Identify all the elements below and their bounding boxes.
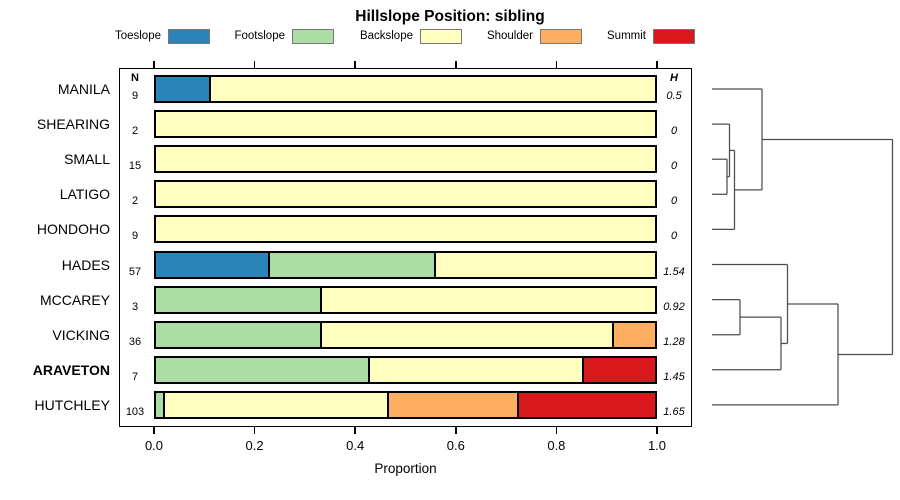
row-h-value: 0 <box>670 230 678 243</box>
bar-segment-backslope <box>322 287 655 312</box>
legend-label: Summit <box>607 30 646 42</box>
row-h-value: 0 <box>670 160 678 173</box>
bar-segment-backslope <box>211 77 655 101</box>
h-column-header: H <box>670 72 678 84</box>
bar-segment-toeslope <box>156 77 212 101</box>
stacked-bar <box>154 285 657 314</box>
axis-tick-bottom <box>354 427 356 434</box>
bar-segment-backslope <box>165 392 389 417</box>
bar-segment-backslope <box>156 182 655 207</box>
axis-tick-label: 0.8 <box>547 438 566 453</box>
legend-label: Backslope <box>359 30 413 42</box>
axis-tick-bottom <box>555 427 558 434</box>
row-n-value: 2 <box>131 195 139 208</box>
row-n-value: 103 <box>125 405 145 418</box>
bar-segment-footslope <box>156 392 166 417</box>
row-h-value: 1.54 <box>663 265 685 278</box>
plot-area <box>119 68 692 427</box>
bar-segment-backslope <box>156 217 655 242</box>
row-label: VICKING <box>52 326 110 343</box>
bar-segment-footslope <box>156 287 323 312</box>
row-n-value: 7 <box>131 370 139 383</box>
bar-segment-summit <box>583 357 655 382</box>
x-axis-title: Proportion <box>374 461 437 476</box>
legend-swatch <box>168 29 210 44</box>
n-column-header: N <box>131 72 139 84</box>
bar-segment-shoulder <box>613 322 655 347</box>
row-h-value: 0 <box>670 195 678 208</box>
chart-title: Hillslope Position: sibling <box>355 8 545 25</box>
bar-segment-backslope <box>156 112 655 137</box>
row-label: HADES <box>61 256 110 273</box>
row-label: SMALL <box>64 151 110 168</box>
stacked-bar <box>154 145 657 174</box>
row-label: ARAVETON <box>32 361 110 378</box>
row-h-value: 1.65 <box>663 405 685 418</box>
bar-segment-summit <box>519 392 655 417</box>
row-h-value: 0.92 <box>663 300 685 313</box>
row-label: LATIGO <box>59 186 110 203</box>
bar-segment-backslope <box>156 147 655 172</box>
bar-segment-shoulder <box>388 392 520 417</box>
axis-tick-bottom <box>153 427 155 434</box>
row-n-value: 2 <box>131 125 139 138</box>
stacked-bar <box>154 250 657 279</box>
axis-tick-top <box>555 61 558 68</box>
stacked-bar <box>154 390 657 419</box>
row-h-value: 0.5 <box>666 90 682 102</box>
legend-swatch <box>420 29 462 44</box>
row-n-value: 57 <box>128 265 142 278</box>
axis-tick-label: 1.0 <box>647 438 667 453</box>
bar-segment-backslope <box>435 252 655 277</box>
axis-tick-label: 0.0 <box>144 438 164 453</box>
axis-tick-top <box>656 61 658 68</box>
row-h-value: 0 <box>670 125 678 138</box>
axis-tick-bottom <box>455 427 457 434</box>
row-label: HONDOHO <box>36 221 110 238</box>
axis-tick-top <box>455 61 457 68</box>
legend-label: Toeslope <box>114 30 161 42</box>
axis-tick-bottom <box>656 427 658 434</box>
axis-tick-top <box>354 61 356 68</box>
row-label: SHEARING <box>36 116 110 133</box>
row-n-value: 9 <box>131 90 139 102</box>
axis-tick-top <box>253 61 256 68</box>
stacked-bar <box>154 355 657 384</box>
legend-swatch <box>292 29 334 44</box>
stacked-bar <box>154 180 657 209</box>
bar-segment-backslope <box>322 322 614 347</box>
legend-swatch <box>540 29 582 44</box>
row-h-value: 1.45 <box>663 370 685 383</box>
row-n-value: 3 <box>131 300 139 313</box>
stacked-bar <box>154 75 657 103</box>
legend-label: Footslope <box>234 30 285 42</box>
axis-tick-bottom <box>253 427 256 434</box>
stacked-bar <box>154 320 657 349</box>
bar-segment-footslope <box>156 322 323 347</box>
row-n-value: 15 <box>128 160 142 173</box>
legend-label: Shoulder <box>486 30 533 42</box>
bar-segment-footslope <box>156 357 371 382</box>
row-label: HUTCHLEY <box>34 396 110 413</box>
row-n-value: 9 <box>131 230 139 243</box>
axis-tick-label: 0.2 <box>245 438 264 453</box>
stacked-bar <box>154 215 657 244</box>
bar-segment-toeslope <box>156 252 270 277</box>
axis-tick-label: 0.4 <box>346 438 365 453</box>
axis-tick-top <box>153 61 155 68</box>
row-label: MCCAREY <box>39 291 110 308</box>
stacked-bar <box>154 110 657 139</box>
row-label: MANILA <box>57 81 110 97</box>
row-n-value: 36 <box>128 335 142 348</box>
row-h-value: 1.28 <box>663 335 685 348</box>
bar-segment-backslope <box>370 357 584 382</box>
bar-segment-footslope <box>269 252 436 277</box>
legend-swatch <box>653 29 695 44</box>
axis-tick-label: 0.6 <box>446 438 465 453</box>
